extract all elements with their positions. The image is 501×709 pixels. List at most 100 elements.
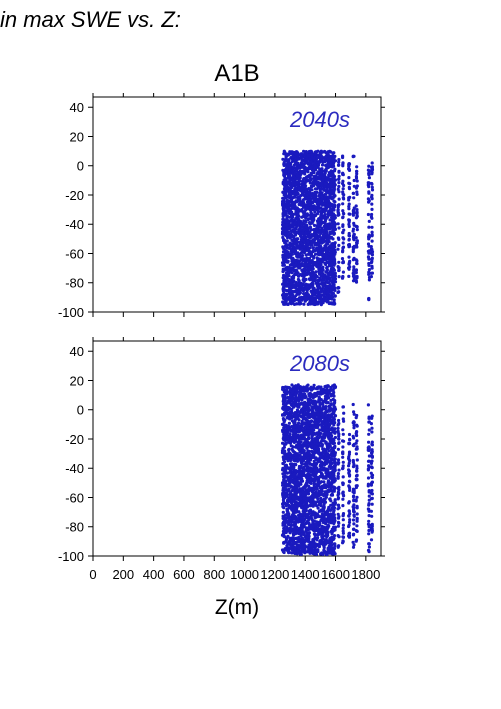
point [282,255,286,259]
point [292,263,296,267]
point [332,176,336,180]
point [314,198,318,202]
point [370,253,374,257]
point [354,280,359,284]
point [283,535,287,539]
point [291,155,295,159]
point [328,227,332,231]
point [322,210,326,214]
point [332,250,336,254]
point [333,182,337,187]
point [314,270,318,274]
point [301,198,305,202]
point [317,194,321,198]
point [331,212,335,216]
point [370,207,374,211]
point [355,211,359,215]
point [292,176,297,180]
point [294,281,298,285]
point [301,271,305,275]
point [319,293,323,297]
point [292,258,296,262]
point [327,173,331,178]
period-annotation: 2080s [289,351,350,376]
point [324,155,328,159]
point [312,256,316,260]
point [321,258,325,262]
point [313,187,318,191]
point [281,267,285,271]
point [301,278,305,282]
point [320,241,324,245]
y-tick-label: -20 [65,188,84,203]
point [323,500,328,504]
point [298,297,302,302]
point [297,174,301,178]
point [297,202,301,207]
point [367,199,371,203]
point [316,549,320,554]
point [313,164,317,168]
point [281,385,285,390]
point [332,164,336,168]
point [288,167,292,171]
point [328,256,332,260]
point [355,214,359,218]
point [315,208,319,212]
point [283,244,288,248]
point [310,291,314,296]
point [302,202,306,206]
point [320,179,325,183]
point [290,277,294,281]
point [281,217,285,221]
x-tick-label: 1600 [321,567,350,582]
point [320,443,324,447]
point [333,399,337,403]
point [307,266,311,270]
point [370,216,374,220]
point [352,178,356,183]
point [295,153,300,157]
point [320,201,324,205]
point [282,506,286,510]
point [347,176,351,180]
point [355,192,359,196]
point [324,199,328,203]
figure-heading: in max SWE vs. Z: [0,7,181,32]
point [351,213,355,217]
point [314,387,318,391]
point [299,228,303,232]
point [304,231,308,235]
point [287,255,291,259]
point [325,181,329,185]
point [354,174,358,179]
point [316,238,320,242]
point [355,245,359,249]
point [351,279,356,283]
point [348,259,352,263]
point [322,173,326,177]
point [309,177,313,181]
point [282,427,287,431]
point [302,153,306,157]
point [352,221,356,225]
point [326,291,330,295]
point [318,182,322,186]
point [285,209,289,213]
point [308,271,312,275]
y-tick-label: -100 [58,549,84,564]
point [289,523,293,527]
point [342,228,346,232]
point [309,173,313,177]
point [311,219,315,223]
point [331,224,335,228]
point [311,284,315,288]
point [351,245,355,249]
point [341,216,345,220]
point [296,217,300,222]
point [336,247,340,251]
point [324,299,328,303]
point [333,159,338,163]
point [331,437,335,441]
point [318,244,322,248]
